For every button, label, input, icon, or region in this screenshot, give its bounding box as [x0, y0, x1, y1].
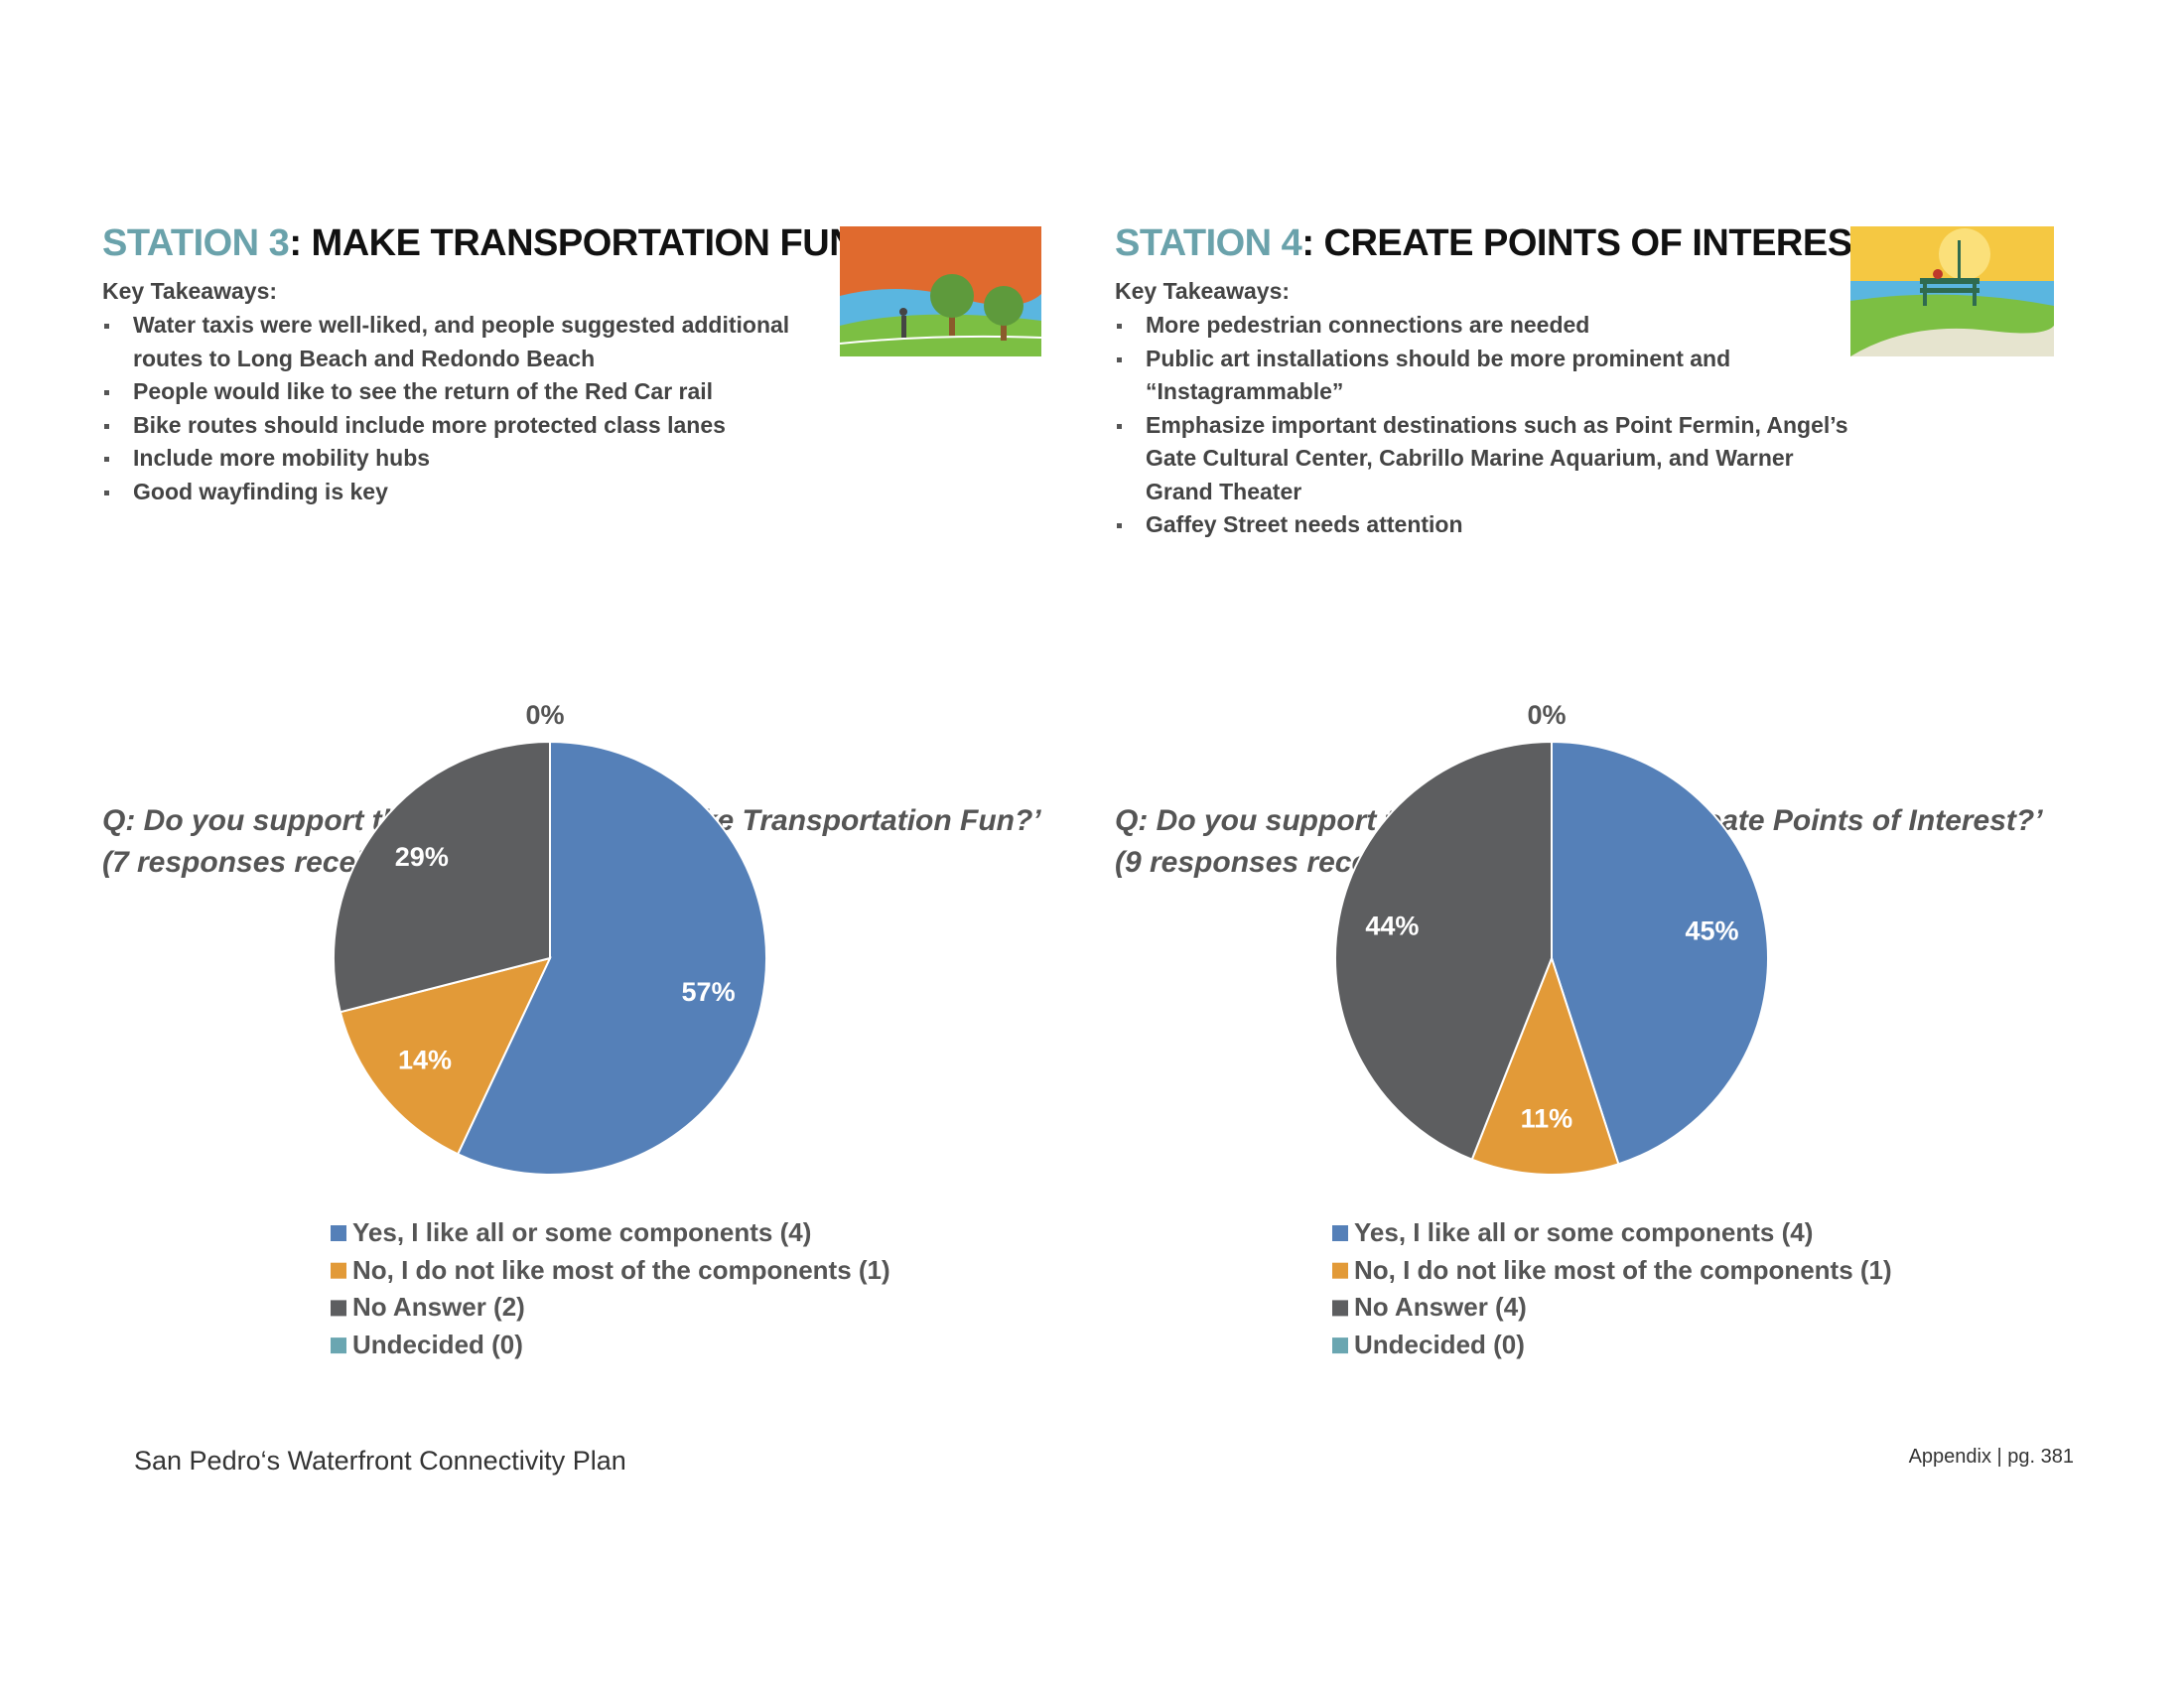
legend-swatch	[331, 1225, 346, 1241]
data-label: 44%	[1365, 911, 1419, 940]
legend-swatch	[1332, 1337, 1348, 1354]
pie-slice	[1334, 740, 1553, 1161]
pie-slice	[1470, 955, 1620, 1176]
legend-swatch	[1332, 1300, 1348, 1317]
legend-swatch	[331, 1300, 346, 1317]
takeaways-heading: Key Takeaways:	[102, 278, 278, 304]
station-label: STATION 3	[102, 222, 290, 264]
legend-entry: No, I do not like most of the components…	[352, 1254, 890, 1285]
footer-right: Appendix | pg. 381	[1908, 1446, 2074, 1468]
station-column: STATION 4: CREATE POINTS OF INTEREST Key…	[1115, 220, 2108, 879]
takeaways: More pedestrian connections are needed Pu…	[1115, 309, 1854, 542]
legend-swatch	[331, 1262, 346, 1279]
takeaways-heading: Key Takeaways:	[1115, 278, 1291, 304]
legend-swatch	[1332, 1262, 1348, 1279]
data-label: 29%	[395, 842, 449, 872]
legend-swatch	[1332, 1225, 1348, 1241]
data-label: 14%	[398, 1045, 452, 1074]
station-label: STATION 4	[1115, 222, 1302, 264]
data-label: 0%	[525, 700, 564, 730]
legend-entry: Yes, I like all or some components (4)	[1354, 1217, 1814, 1247]
takeaway: Good wayfinding is key	[102, 476, 842, 509]
legend-entry: No Answer (2)	[352, 1292, 525, 1323]
data-label: 0%	[1527, 700, 1566, 730]
data-label: 57%	[682, 977, 736, 1007]
legend-entry: No Answer (4)	[1354, 1292, 1527, 1323]
heading: STATION 4: CREATE POINTS OF INTEREST	[1115, 220, 2108, 266]
station-title: : MAKE TRANSPORTATION FUN	[289, 222, 857, 264]
takeaway: Public art installations should be more …	[1115, 343, 1854, 409]
legend-entry: Undecided (0)	[352, 1330, 523, 1360]
legend-entry: No, I do not like most of the components…	[1354, 1254, 1892, 1285]
takeaway: Include more mobility hubs	[102, 442, 842, 476]
heading: STATION 3: MAKE TRANSPORTATION FUN	[102, 220, 1095, 266]
data-label: 11%	[1521, 1104, 1573, 1134]
pie-slice	[339, 956, 552, 1156]
takeaway: Water taxis were well-liked, and people …	[102, 309, 842, 375]
legend-entry: Undecided (0)	[1354, 1330, 1525, 1360]
pie-slice	[333, 740, 551, 1014]
takeaway: Emphasize important destinations such as…	[1115, 409, 1854, 509]
data-label: 45%	[1685, 916, 1738, 946]
takeaway: People would like to see the return of t…	[102, 375, 842, 409]
station-title: : CREATE POINTS OF INTEREST	[1301, 222, 1875, 264]
legend-entry: Yes, I like all or some components (4)	[352, 1217, 812, 1247]
charts: 57% 14% 29% 0% 45% 11% 44% 0%	[331, 700, 1769, 1354]
takeaways: Water taxis were well-liked, and people …	[102, 309, 842, 508]
pie-slice	[456, 740, 768, 1176]
illustration	[840, 226, 1041, 356]
pie-slice	[1551, 740, 1769, 1166]
takeaway: More pedestrian connections are needed	[1115, 309, 1854, 343]
illustration	[1850, 226, 2054, 356]
footer-left: San Pedro‘s Waterfront Connectivity Plan	[134, 1446, 626, 1476]
takeaway: Bike routes should include more protecte…	[102, 409, 842, 443]
takeaway: Gaffey Street needs attention	[1115, 508, 1854, 542]
legend-swatch	[331, 1337, 346, 1354]
